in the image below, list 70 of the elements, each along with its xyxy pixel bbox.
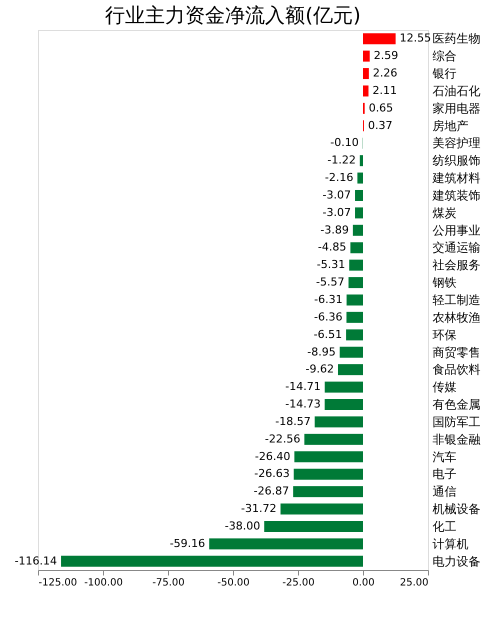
data-label: 12.55 [400,32,432,45]
y-tick-label: 电力设备 [432,554,480,568]
data-label: -6.36 [314,310,342,324]
data-label: -6.31 [314,293,343,306]
x-tick-label: -125.00 [38,578,78,588]
data-label: 0.65 [368,101,394,114]
y-tick-label: 石油石化 [432,84,480,98]
data-label: 2.26 [372,66,398,80]
data-label: -5.57 [316,276,345,289]
data-label: 0.37 [368,118,392,132]
data-label: 2.59 [374,49,398,62]
x-tick-label: -50.00 [217,578,250,588]
y-tick-label: 钢铁 [432,276,456,290]
data-label: -26.87 [254,484,290,498]
data-label: -3.07 [322,188,352,202]
x-tick-label: -25.00 [282,578,315,588]
y-tick-label: 通信 [432,484,456,499]
y-tick-label: 房地产 [432,118,468,133]
x-tick-label: -100.00 [84,578,123,588]
data-label: -116.14 [14,554,58,568]
data-label: -1.22 [327,154,356,167]
data-label: -31.72 [241,502,277,516]
data-label: -2.16 [324,171,354,184]
data-label: -6.51 [314,328,342,341]
y-tick-label: 轻工制造 [432,293,480,307]
y-tick-label: 环保 [432,328,456,342]
y-tick-label: 机械设备 [432,502,480,516]
y-tick-label: 有色金属 [432,398,480,412]
data-label: -0.10 [330,136,359,150]
x-tick-label: 25.00 [400,578,428,588]
y-tick-label: 国防军工 [432,414,480,429]
y-tick-label: 建筑装饰 [432,188,480,202]
data-label: -26.40 [254,450,290,463]
y-tick-label: 商贸零售 [432,345,480,360]
y-tick-label: 交通运输 [432,240,480,255]
chart-title: 行业主力资金净流入额(亿元) [105,3,361,27]
y-tick-label: 非银金融 [432,432,480,446]
data-label: -26.63 [254,467,290,480]
data-label: -3.89 [320,223,349,236]
data-label: -9.62 [306,362,334,376]
data-label: 2.11 [372,84,397,97]
y-tick-label: 汽车 [432,450,456,464]
y-tick-label: 银行 [432,66,456,81]
y-tick-label: 电子 [432,467,456,482]
data-label: -3.07 [322,206,352,219]
y-tick-label: 社会服务 [432,258,480,272]
y-tick-label: 家用电器 [432,101,480,116]
y-tick-label: 化工 [432,519,456,534]
data-label: -8.95 [307,345,336,358]
data-label: -22.56 [264,432,300,446]
y-tick-label: 公用事业 [432,223,480,238]
data-label: -14.71 [285,380,321,394]
x-tick-label: 0.00 [352,578,375,588]
y-tick-label: 计算机 [432,536,468,551]
data-label: -4.85 [318,240,346,254]
data-label: -59.16 [170,536,206,550]
y-tick-label: 食品饮料 [432,362,480,377]
data-label: -14.73 [285,398,321,411]
x-tick-label: -75.00 [152,578,185,588]
y-tick-label: 煤炭 [432,206,456,220]
data-label: -38.00 [224,519,260,532]
data-label: -18.57 [275,414,311,428]
y-tick-label: 传媒 [432,380,456,394]
y-tick-label: 建筑材料 [432,171,480,186]
y-tick-label: 纺织服饰 [432,154,480,168]
y-tick-label: 美容护理 [432,136,480,150]
y-tick-label: 医药生物 [432,32,480,46]
data-label: -5.31 [316,258,346,272]
y-tick-label: 农林牧渔 [432,310,480,324]
y-tick-label: 综合 [432,49,456,64]
